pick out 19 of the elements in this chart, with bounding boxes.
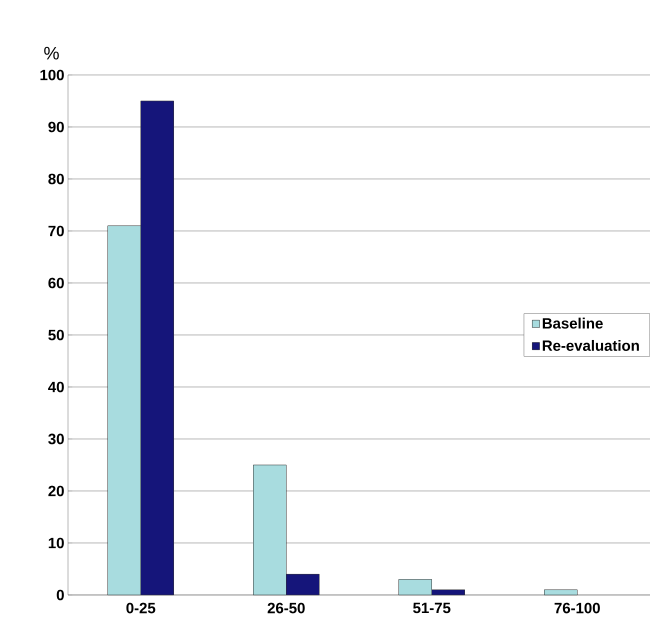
y-tick-label: 50 (48, 330, 64, 340)
y-tick-label: 0 (56, 590, 64, 600)
y-tick-label: 60 (48, 278, 64, 288)
x-tick-label: 0-25 (126, 602, 156, 614)
x-tick-label: 26-50 (268, 602, 305, 614)
y-tick-label: 100 (40, 70, 64, 80)
x-tick-label: 76-100 (554, 602, 600, 614)
bar (544, 590, 578, 596)
y-tick-label: 20 (48, 486, 64, 496)
x-tick-label: 51-75 (413, 602, 450, 614)
y-tick-label: 30 (48, 434, 64, 444)
legend-label: Baseline (542, 318, 603, 329)
y-tick-label: 90 (48, 122, 64, 132)
y-tick-label: 70 (48, 226, 64, 236)
y-tick-label: 10 (48, 538, 64, 548)
y-tick-label: 80 (48, 174, 64, 184)
y-axis-title: % (44, 46, 59, 60)
legend-label: Re-evaluation (542, 340, 639, 351)
y-tick-label: 40 (48, 382, 64, 392)
